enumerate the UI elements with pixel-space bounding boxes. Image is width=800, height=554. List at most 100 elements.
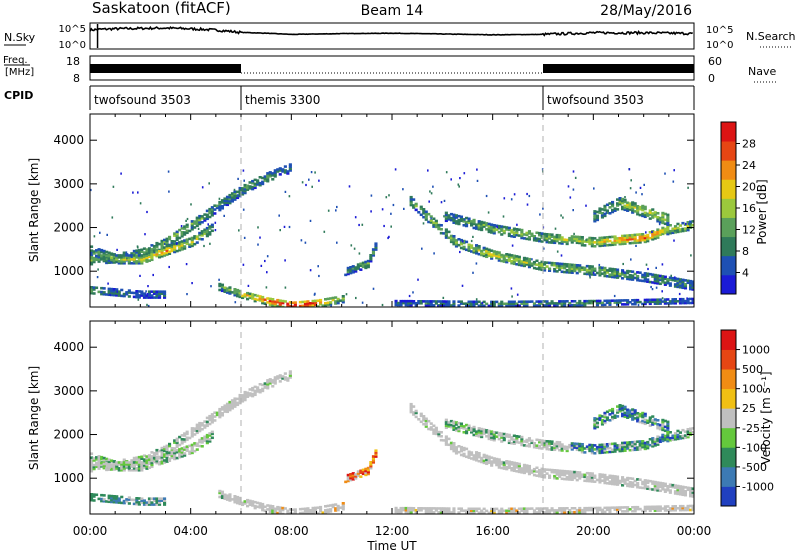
velocity-cell xyxy=(600,443,605,447)
power-cell xyxy=(540,232,544,235)
velocity-cell xyxy=(681,504,685,508)
velocity-cell xyxy=(661,428,665,432)
velocity-cell xyxy=(329,510,333,513)
power-cell xyxy=(485,228,489,231)
velocity-cell xyxy=(671,505,675,508)
power-cell xyxy=(419,300,423,303)
power-cell xyxy=(137,296,141,299)
power-cell xyxy=(651,234,655,237)
power-cell xyxy=(661,211,665,215)
power-cell xyxy=(341,297,345,300)
velocity-cell xyxy=(163,459,167,462)
power-cell xyxy=(173,234,177,237)
power-cell xyxy=(563,304,567,307)
power-cell xyxy=(497,251,501,254)
velocity-cell xyxy=(515,509,519,512)
velocity-cell xyxy=(623,510,627,513)
velocity-cell xyxy=(354,477,358,480)
power-cell xyxy=(578,299,582,303)
power-cell xyxy=(671,298,675,301)
velocity-cell xyxy=(90,467,94,471)
velocity-cell xyxy=(651,421,655,424)
power-cell xyxy=(588,236,592,240)
power-cell xyxy=(641,279,645,283)
power-cell xyxy=(288,305,292,307)
velocity-colorbar-label: -500 xyxy=(742,461,767,474)
power-cell xyxy=(218,200,222,204)
power-cell xyxy=(135,260,139,263)
velocity-cell xyxy=(583,510,587,514)
power-cell xyxy=(261,301,265,305)
power-cell xyxy=(475,225,479,228)
velocity-cell xyxy=(364,467,368,471)
power-cell xyxy=(689,279,693,283)
power-speckle xyxy=(422,222,425,225)
power-cell xyxy=(538,231,542,235)
velocity-cell xyxy=(626,506,630,509)
power-cell xyxy=(628,238,632,241)
velocity-cell xyxy=(663,484,667,488)
power-cell xyxy=(122,256,126,259)
velocity-cell xyxy=(475,453,479,456)
velocity-cell xyxy=(590,449,594,453)
velocity-cell xyxy=(163,503,167,506)
velocity-cell xyxy=(530,469,534,472)
velocity-cell xyxy=(452,511,456,514)
velocity-cell xyxy=(225,496,230,499)
power-cell xyxy=(666,228,670,232)
power-cell xyxy=(152,245,157,248)
power-speckle xyxy=(651,288,654,291)
power-cell xyxy=(611,269,615,273)
velocity-cell xyxy=(326,508,330,512)
time-tick-label: 16:00 xyxy=(475,524,510,538)
power-cell xyxy=(195,222,199,226)
velocity-cell xyxy=(444,418,448,422)
velocity-cell xyxy=(658,425,662,429)
power-cell xyxy=(346,270,350,274)
velocity-cell xyxy=(112,468,116,471)
velocity-cell xyxy=(626,478,630,482)
power-cell xyxy=(92,292,96,295)
velocity-cell xyxy=(588,508,592,512)
velocity-cell xyxy=(568,478,572,481)
velocity-cell xyxy=(459,445,464,449)
velocity-cell xyxy=(527,443,532,446)
velocity-cell xyxy=(522,471,527,475)
power-cell xyxy=(236,290,240,294)
power-cell xyxy=(623,240,627,243)
velocity-cell xyxy=(92,463,96,467)
power-cell xyxy=(281,299,285,303)
power-colorbar-label: 16 xyxy=(742,202,756,215)
power-speckle xyxy=(539,213,541,216)
power-cell xyxy=(334,296,338,299)
power-cell xyxy=(168,244,172,248)
velocity-cell xyxy=(457,511,461,514)
velocity-cell xyxy=(198,438,202,442)
power-speckle xyxy=(585,239,587,242)
power-cell xyxy=(618,299,622,302)
power-cell xyxy=(112,255,116,258)
velocity-cell xyxy=(454,427,459,430)
velocity-cell xyxy=(666,426,670,430)
velocity-cell xyxy=(605,445,610,448)
power-speckle xyxy=(99,231,101,234)
velocity-cell xyxy=(95,463,99,467)
power-cell xyxy=(520,228,524,232)
velocity-cell xyxy=(145,501,149,504)
power-cell xyxy=(658,218,662,222)
power-colorbar-title: Power [dB] xyxy=(755,179,769,244)
power-cell xyxy=(661,230,665,234)
velocity-cell xyxy=(190,431,194,434)
power-cell xyxy=(256,183,260,186)
power-cell xyxy=(100,256,104,260)
velocity-cell xyxy=(261,383,265,387)
velocity-cell xyxy=(653,505,657,509)
power-cell xyxy=(500,227,504,230)
power-cell xyxy=(485,251,489,255)
velocity-cell xyxy=(394,506,398,510)
velocity-cell xyxy=(266,383,270,386)
velocity-cell xyxy=(543,470,547,473)
power-cell xyxy=(631,201,635,204)
velocity-cell xyxy=(527,445,532,448)
power-speckle xyxy=(510,287,513,290)
